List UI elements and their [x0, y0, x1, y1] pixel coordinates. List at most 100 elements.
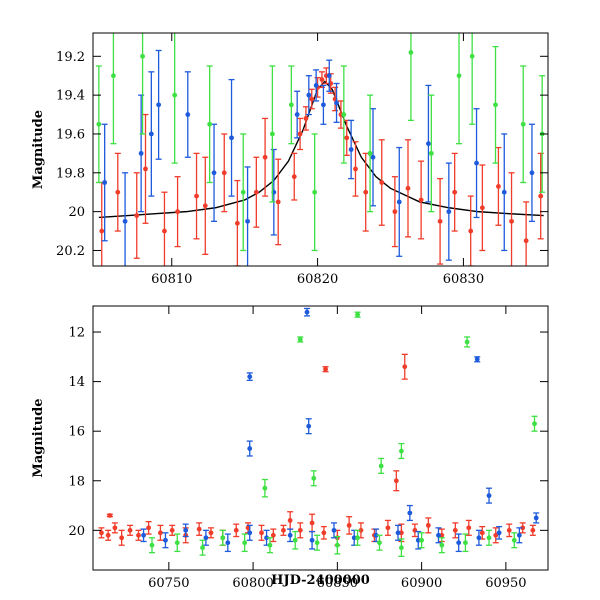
x-axis-label: HJD-2400000 [271, 573, 370, 588]
data-point [456, 540, 462, 546]
y-tick-label: 20 [68, 524, 85, 539]
y-tick-label: 19.2 [56, 50, 85, 65]
data-point [264, 535, 269, 541]
data-point [351, 535, 357, 541]
data-point [396, 199, 402, 205]
data-point [398, 530, 404, 536]
series-blue [140, 307, 540, 553]
data-point [479, 205, 485, 211]
data-point [395, 530, 401, 536]
plot-area [98, 307, 540, 558]
data-point [331, 527, 337, 533]
data-point [493, 532, 499, 538]
data-point [287, 518, 293, 523]
data-point [183, 527, 189, 533]
data-point [418, 197, 424, 203]
data-point [326, 73, 332, 79]
data-point [367, 150, 373, 156]
data-point [446, 209, 452, 215]
data-point [233, 527, 239, 533]
data-point [408, 50, 414, 55]
data-point [297, 131, 303, 137]
series-green [148, 311, 538, 558]
data-point [496, 183, 501, 189]
data-point [436, 532, 441, 538]
data-point [486, 535, 492, 541]
data-point [134, 213, 140, 218]
y-tick-label: 12 [68, 326, 85, 341]
data-point [486, 493, 492, 499]
data-point [288, 102, 294, 108]
data-point [149, 542, 155, 548]
data-point [378, 463, 384, 469]
data-point [529, 170, 535, 176]
data-point [426, 141, 431, 147]
data-point [323, 366, 328, 372]
x-tick-label: 60950 [485, 576, 526, 591]
data-point [297, 527, 303, 533]
data-point [253, 189, 259, 195]
data-point [200, 545, 205, 551]
data-point [493, 102, 498, 108]
data-point [520, 525, 526, 531]
series-red [98, 67, 544, 266]
data-point [247, 530, 253, 536]
data-point [270, 532, 276, 538]
data-point [501, 189, 507, 195]
data-point [287, 532, 293, 538]
data-point [169, 527, 175, 533]
data-point [211, 170, 217, 176]
data-point [452, 189, 458, 195]
data-point [479, 530, 485, 536]
data-point [405, 185, 411, 191]
data-point [463, 540, 468, 546]
data-point [516, 532, 522, 538]
data-point [469, 53, 475, 59]
data-point [377, 540, 382, 546]
y-tick-label: 20.2 [56, 244, 85, 259]
data-point [275, 199, 281, 205]
data-point [148, 131, 154, 137]
data-point [511, 537, 517, 543]
data-point [269, 131, 275, 137]
data-point [321, 102, 326, 108]
data-point [221, 170, 227, 176]
data-point [225, 540, 231, 546]
data-point [196, 526, 202, 532]
data-point [136, 532, 141, 538]
data-point [112, 525, 118, 531]
data-point [348, 147, 354, 152]
data-point [194, 193, 199, 199]
data-point [262, 485, 268, 491]
data-point [208, 530, 214, 536]
data-point [143, 166, 148, 172]
data-point [156, 102, 162, 108]
data-point [341, 112, 347, 117]
data-point [281, 527, 286, 533]
y-tick-label: 19.8 [56, 166, 85, 181]
data-point [452, 527, 458, 533]
data-point [122, 218, 128, 224]
data-point [102, 180, 108, 185]
data-point [415, 537, 421, 543]
data-point [407, 510, 413, 516]
data-point [344, 135, 350, 141]
data-point [220, 535, 226, 541]
data-point [163, 537, 168, 543]
data-point [304, 309, 310, 315]
data-point [229, 135, 234, 141]
data-point [175, 209, 180, 215]
data-point [267, 542, 273, 548]
data-point [464, 339, 470, 345]
data-point [379, 180, 385, 185]
zoom-light-curve-panel: 60810 60820 60830 19.2 19.4 19.6 19.8 20 20.2 Mag… [31, 32, 549, 287]
data-point [207, 121, 213, 127]
data-point [393, 478, 399, 484]
data-point [523, 238, 529, 244]
data-point [146, 525, 152, 531]
data-point [247, 446, 253, 451]
data-point [468, 228, 474, 234]
y-tick-label: 14 [68, 375, 85, 390]
data-point [520, 121, 526, 127]
